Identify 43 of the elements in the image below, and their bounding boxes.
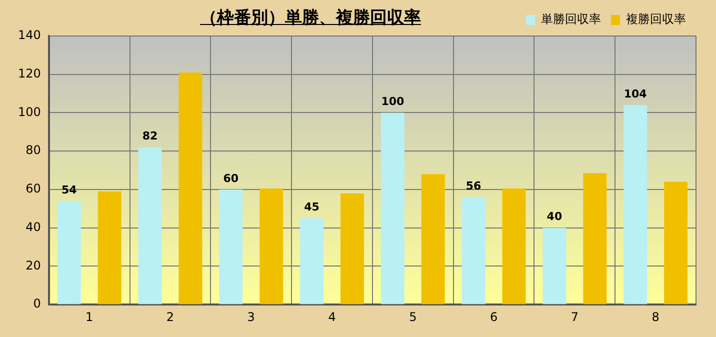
y-tick-label: 120 (18, 66, 41, 80)
y-tick-label: 20 (26, 258, 41, 272)
x-tick-label: 2 (166, 310, 174, 324)
bar (664, 182, 688, 304)
x-tick-label: 8 (652, 310, 660, 324)
x-tick-label: 6 (490, 310, 498, 324)
y-tick-label: 140 (18, 28, 41, 42)
data-label: 104 (624, 87, 648, 100)
bar (219, 189, 243, 304)
bar (260, 188, 284, 304)
data-label: 82 (142, 130, 158, 143)
y-tick-label: 100 (18, 104, 41, 119)
x-tick-label: 7 (570, 310, 578, 324)
chart-title: （枠番別）単勝、複勝回収率 (200, 7, 421, 29)
x-tick-label: 1 (86, 310, 94, 324)
legend-label: 単勝回収率 (541, 12, 601, 26)
data-label: 54 (61, 183, 78, 196)
y-tick-label: 40 (26, 220, 41, 234)
data-label: 56 (466, 180, 482, 193)
data-label: 100 (381, 95, 404, 108)
data-label: 45 (304, 200, 320, 214)
bar (57, 200, 81, 304)
bar (300, 218, 324, 304)
bar (98, 191, 122, 304)
bar (542, 228, 566, 304)
bar (178, 72, 202, 304)
x-tick-label: 4 (328, 310, 336, 324)
data-label: 60 (223, 172, 239, 185)
bar (380, 112, 404, 304)
bar (138, 147, 162, 304)
x-tick-label: 5 (409, 310, 417, 324)
x-tick-label: 3 (247, 310, 255, 324)
bar (340, 193, 364, 304)
y-tick-label: 60 (26, 182, 41, 196)
bar (583, 173, 607, 304)
y-tick-label: 0 (33, 296, 41, 311)
legend-label: 複勝回収率 (626, 12, 686, 26)
bar (462, 197, 486, 304)
bar (421, 174, 445, 304)
data-label: 40 (546, 210, 562, 224)
bar (624, 105, 648, 304)
y-tick-label: 80 (26, 143, 41, 158)
bar (502, 188, 526, 304)
